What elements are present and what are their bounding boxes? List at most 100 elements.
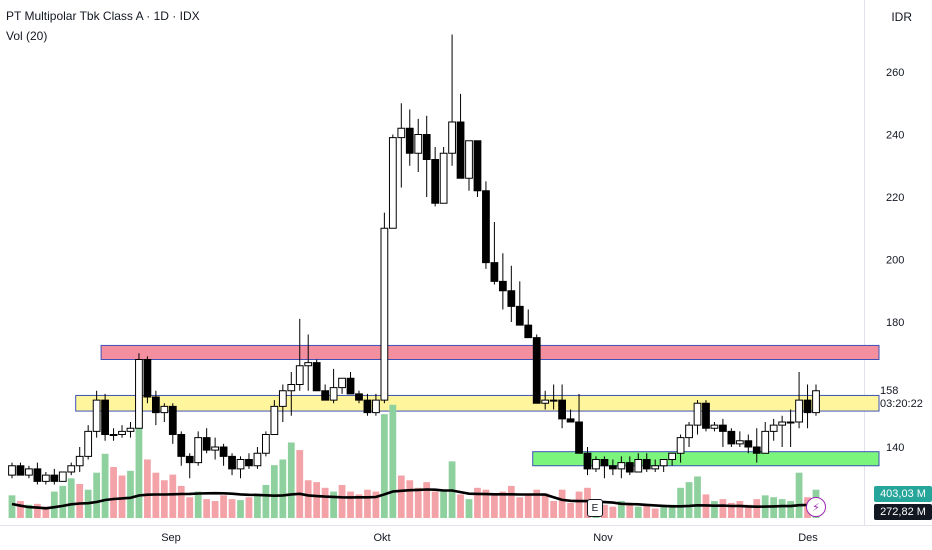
candle-body xyxy=(482,190,490,264)
volume-bar xyxy=(34,503,41,518)
volume-bar xyxy=(321,487,329,518)
volume-bar xyxy=(474,487,481,518)
candle-body xyxy=(422,134,431,160)
volume-bar xyxy=(414,487,422,518)
earnings-marker[interactable]: E xyxy=(587,499,603,517)
volume-bar xyxy=(491,493,498,518)
volume-bar xyxy=(736,501,744,518)
candle-body xyxy=(498,280,507,292)
candle-body xyxy=(642,459,651,470)
candle-body xyxy=(769,424,778,432)
volume-bar xyxy=(440,489,448,518)
candle-body xyxy=(490,262,499,282)
candle-body xyxy=(659,459,668,467)
candle-body xyxy=(143,359,152,398)
volume-bar xyxy=(296,450,304,518)
volume-bar xyxy=(42,506,50,518)
candle-body xyxy=(295,365,304,385)
volume-bar xyxy=(347,491,354,518)
volume-bar xyxy=(711,501,718,518)
volume-bar xyxy=(372,491,380,518)
currency-label[interactable]: IDR xyxy=(891,10,912,24)
volume-bar xyxy=(304,480,312,518)
candle-body xyxy=(651,465,660,470)
volume-bar xyxy=(211,501,219,518)
volume-bar xyxy=(228,499,236,518)
candle-body xyxy=(532,337,541,404)
volume-bar xyxy=(186,497,194,518)
volume-bar xyxy=(169,474,177,518)
volume-bar xyxy=(177,485,185,518)
volume-bar xyxy=(330,491,337,518)
candle-body xyxy=(245,459,253,467)
volume-bar xyxy=(744,504,752,518)
volume-bar xyxy=(753,499,761,518)
volume-bar xyxy=(287,442,295,518)
price-tick-label: 200 xyxy=(886,255,904,267)
symbol-title[interactable]: PT Multipolar Tbk Class A · 1D · IDX xyxy=(6,9,200,23)
volume-indicator-label[interactable]: Vol (20) xyxy=(6,29,48,43)
candle-body xyxy=(262,434,270,454)
candle-body xyxy=(8,465,16,476)
volume-bar xyxy=(550,501,558,518)
volume-bar xyxy=(431,491,439,518)
candle-body xyxy=(380,227,389,401)
candle-body xyxy=(346,377,355,395)
volume-bar xyxy=(609,506,617,518)
candle-body xyxy=(185,455,194,464)
candle-body xyxy=(795,399,803,423)
volume-bar xyxy=(778,499,786,518)
candle-body xyxy=(321,390,330,401)
volume-bar xyxy=(397,475,405,518)
volume-bar xyxy=(279,459,287,518)
candle-body xyxy=(338,377,346,389)
candle-body xyxy=(92,399,101,432)
candle-body xyxy=(414,134,423,154)
volume-bar xyxy=(25,504,33,518)
lightning-icon[interactable]: ⚡ xyxy=(806,497,826,517)
time-tick-label: Sep xyxy=(161,532,181,544)
volume-bar xyxy=(795,472,803,518)
volume-bar xyxy=(660,506,668,518)
volume-bar xyxy=(203,499,211,518)
candle-body xyxy=(397,127,406,139)
volume-bar xyxy=(364,489,371,518)
candle-body xyxy=(405,127,414,154)
volume-bar xyxy=(254,495,261,518)
time-tick-label: Des xyxy=(798,532,818,544)
candle-body xyxy=(211,446,220,451)
bar-countdown: 03:20:22 xyxy=(880,398,923,410)
candle-body xyxy=(219,446,228,457)
candle-body xyxy=(75,455,84,467)
price-tick-label: 220 xyxy=(886,192,904,204)
chart-header: PT Multipolar Tbk Class A · 1D · IDX Vol… xyxy=(6,8,200,44)
candle-body xyxy=(270,405,279,435)
resistance-zone xyxy=(100,344,880,360)
volume-bar xyxy=(338,484,346,518)
candle-body xyxy=(41,474,50,482)
volume-bar xyxy=(380,414,388,518)
volume-bar xyxy=(76,484,84,518)
volume-bar xyxy=(50,491,58,518)
candle-body xyxy=(202,437,211,451)
volume-bar xyxy=(482,489,490,518)
candle-body xyxy=(448,121,456,154)
volume-bar xyxy=(533,489,541,518)
candle-body xyxy=(558,399,566,420)
candle-body xyxy=(101,399,109,435)
volume-bar xyxy=(220,495,227,518)
volume-bar xyxy=(93,472,101,518)
pivot-zone xyxy=(75,394,880,412)
candle-body xyxy=(541,399,550,404)
volume-bar xyxy=(727,502,735,518)
candle-body xyxy=(515,305,524,326)
volume-bar xyxy=(59,485,67,518)
volume-bar xyxy=(355,494,363,518)
candle-body xyxy=(126,427,135,432)
volume-bar xyxy=(406,480,414,518)
candle-body xyxy=(685,424,693,439)
candle-body xyxy=(575,421,583,454)
candle-body xyxy=(50,474,59,482)
candle-body xyxy=(634,459,643,473)
